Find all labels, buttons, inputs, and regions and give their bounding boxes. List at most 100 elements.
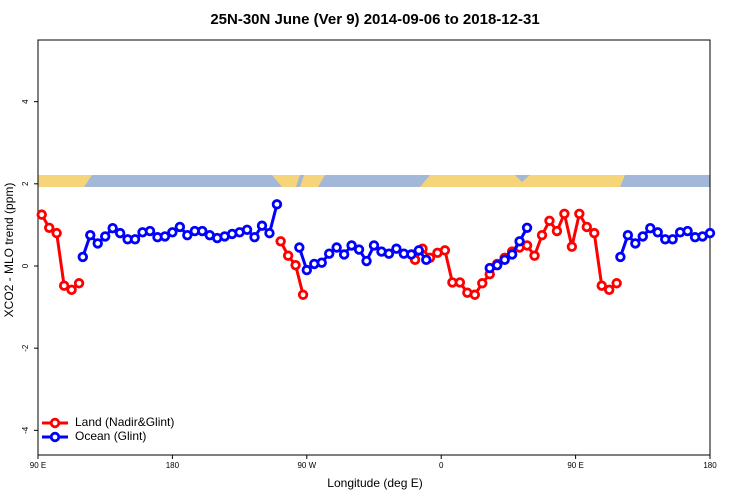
point [551,225,563,237]
x-tick-label: 180 [166,461,180,470]
point [264,227,275,239]
point [589,227,600,239]
x-axis-label: Longitude (deg E) [327,476,422,490]
point [271,199,283,210]
x-tick-label: 90 W [297,461,316,470]
point [301,264,312,276]
point [316,257,327,268]
point [282,250,294,261]
legend-marker [49,431,61,443]
point [596,280,607,291]
point [73,278,85,289]
point [383,248,395,259]
point [159,231,171,242]
point [77,251,88,263]
chart-title: 25N-30N June (Ver 9) 2014-09-06 to 2018-… [210,11,539,28]
point [129,234,141,245]
legend-label: Land (Nadir&Glint) [75,415,174,429]
legend-marker [49,417,61,429]
point [499,254,510,266]
point [167,227,178,238]
legend-label: Ocean (Glint) [75,429,146,443]
land-band [420,175,625,187]
point [477,278,488,289]
point [92,238,103,249]
land-band [38,175,92,187]
point [514,236,525,247]
y-tick-label: 2 [21,181,30,186]
point [85,229,96,241]
point [182,229,193,241]
point [506,249,518,260]
point [275,236,286,247]
point [107,222,118,234]
land-band [300,175,325,187]
point [36,209,47,220]
point [469,289,480,300]
point [529,250,540,261]
point [249,232,260,243]
point [559,208,570,220]
point [391,243,402,254]
point [346,240,357,251]
point [353,244,365,255]
point [637,231,648,242]
point [645,222,656,234]
point [611,278,622,289]
point [682,225,693,237]
point [604,284,615,296]
point [256,220,268,231]
series [77,199,716,276]
y-tick-label: -2 [21,344,30,352]
point [174,221,186,233]
point [413,245,424,256]
point [241,224,253,236]
point [297,289,309,300]
series-line [81,203,711,273]
point [439,245,451,256]
point [544,215,555,226]
point [454,277,466,288]
point [324,248,335,259]
point [667,234,678,245]
plot-frame [37,39,711,456]
point [294,242,305,253]
point [630,238,641,249]
land-band [272,175,300,187]
y-tick-label: 0 [21,263,30,268]
point [521,222,533,233]
point [99,231,111,242]
point [290,259,301,271]
point [331,242,342,253]
point [622,229,634,241]
point [574,208,585,220]
point [421,254,432,266]
point [566,241,578,252]
point [44,222,55,233]
x-tick-label: 0 [439,461,444,470]
land-ocean-strip [38,175,710,187]
point [361,255,372,267]
point [58,280,70,291]
point [114,227,126,239]
point [536,229,548,241]
point [338,249,350,260]
y-tick-label: 4 [21,99,30,104]
y-tick-label: -4 [21,426,30,434]
x-tick-label: 180 [703,461,717,470]
point [66,284,77,296]
x-tick-label: 90 E [30,461,46,470]
point [581,221,592,233]
point [704,227,716,239]
point [521,240,533,251]
point [51,227,62,239]
x-tick-label: 90 E [567,461,583,470]
point [652,227,663,238]
point [368,240,380,251]
point [144,225,156,237]
point [406,249,417,260]
point [615,251,626,263]
y-axis-label: XCO2 - MLO trend (ppm) [2,183,16,318]
point [492,259,503,271]
